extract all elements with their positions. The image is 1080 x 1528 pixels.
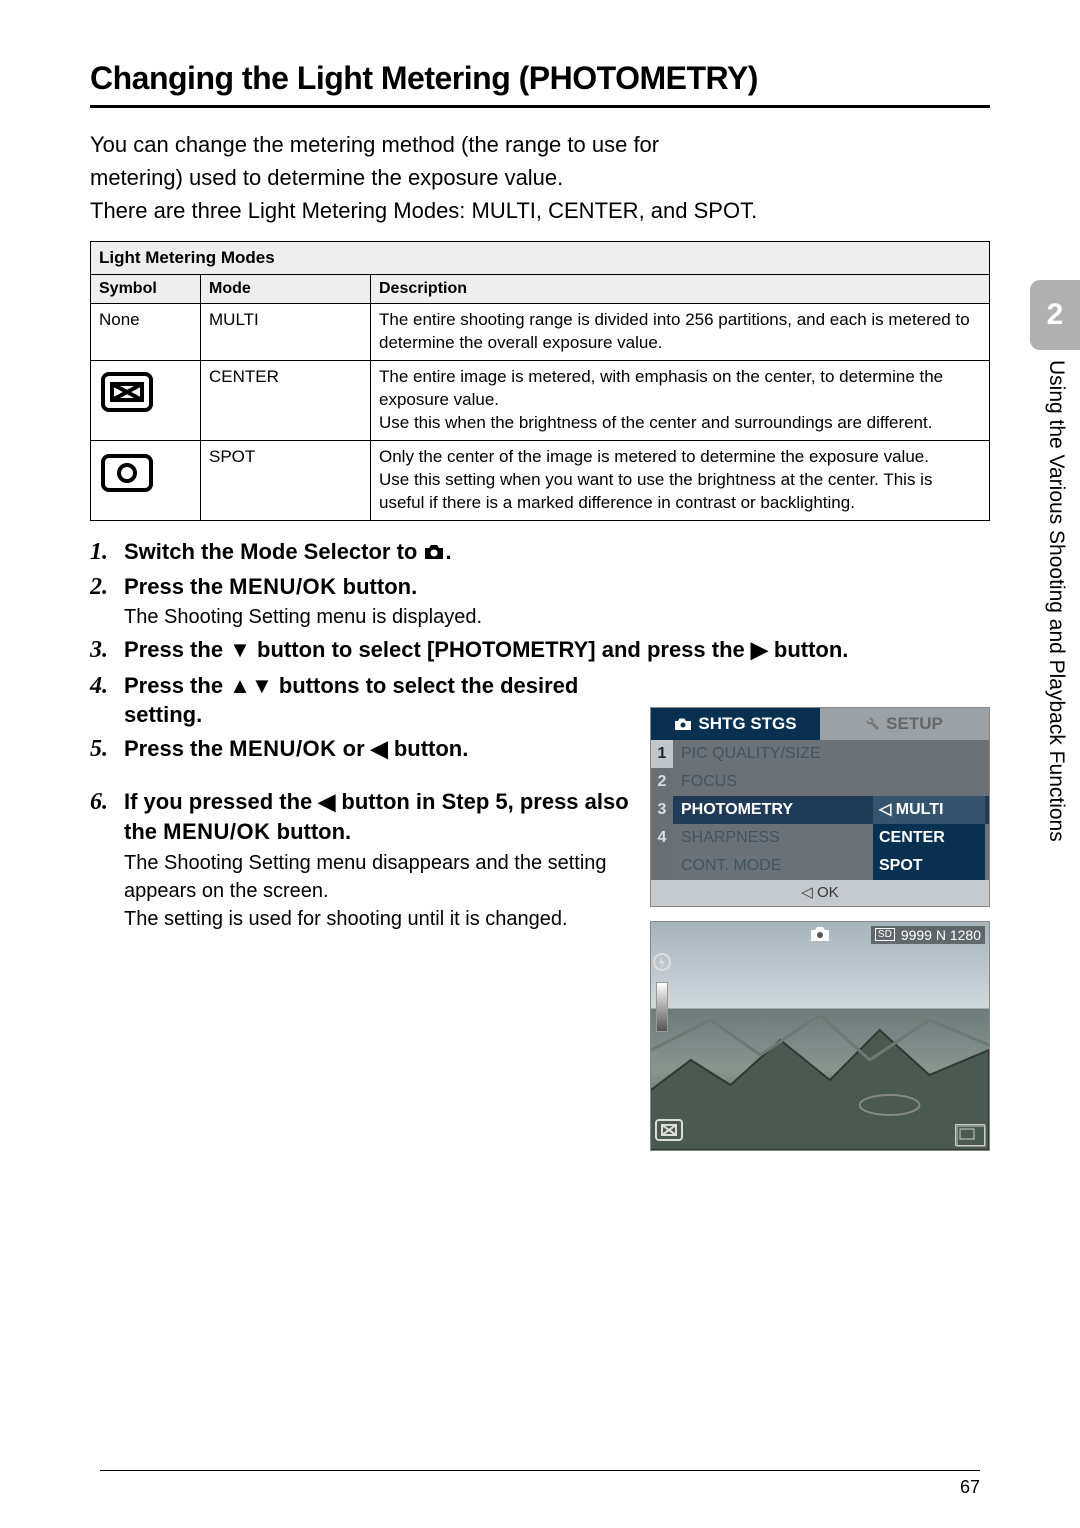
desc-cell: Only the center of the image is metered … (371, 440, 990, 520)
table-row: SPOT Only the center of the image is met… (91, 440, 990, 520)
col-description: Description (371, 275, 990, 304)
col-symbol: Symbol (91, 275, 201, 304)
option-popup: ◁ MULTI CENTER SPOT (873, 796, 985, 880)
shooting-settings-tab: SHTG STGS (651, 708, 820, 740)
camera-mode-icon (809, 926, 831, 947)
step-6: 6. If you pressed the ◀ button in Step 5… (90, 787, 630, 932)
step-2: 2. Press the MENU/OK button. The Shootin… (90, 572, 990, 632)
tab-label: SHTG STGS (698, 714, 796, 734)
row-num: 2 (651, 768, 673, 796)
step-3: 3. Press the ▼ button to select [PHOTOME… (90, 635, 990, 666)
step-number: 5. (90, 734, 124, 765)
center-metering-icon (91, 360, 201, 440)
lcd-preview-screenshot: SD 9999 N 1280 (650, 921, 990, 1151)
chapter-sidebar: 2 Using the Various Shooting and Playbac… (1030, 280, 1080, 1160)
step-heading: Press the MENU/OK button. (124, 572, 990, 602)
intro-line: You can change the metering method (the … (90, 132, 659, 157)
step-heading: Switch the Mode Selector to . (124, 537, 990, 567)
step-heading: If you pressed the ◀ button in Step 5, p… (124, 787, 630, 846)
option-item: SPOT (873, 852, 985, 880)
step-5: 5. Press the MENU/OK or ◀ button. (90, 734, 630, 765)
ok-bar: ◁ OK (651, 880, 989, 906)
sd-card-icon: SD (875, 928, 895, 941)
row-num: 1 (651, 740, 673, 768)
table-row: CENTER The entire image is metered, with… (91, 360, 990, 440)
col-mode: Mode (201, 275, 371, 304)
row-label: FOCUS (673, 768, 989, 796)
preview-counter: 9999 N 1280 (901, 927, 981, 943)
row-num (651, 852, 673, 880)
page-title: Changing the Light Metering (PHOTOMETRY) (90, 60, 990, 108)
preview-left-icons (651, 952, 673, 1032)
step-heading: Press the MENU/OK or ◀ button. (124, 734, 630, 764)
desc-cell: The entire shooting range is divided int… (371, 304, 990, 361)
zoom-bar-icon (656, 982, 668, 1032)
row-label: PIC QUALITY/SIZE (673, 740, 989, 768)
step-4: 4. Press the ▲▼ buttons to select the de… (90, 671, 630, 730)
step-subtext: The Shooting Setting menu is displayed. (124, 603, 990, 631)
setup-tab: SETUP (820, 708, 989, 740)
chapter-number-tab: 2 (1030, 280, 1080, 350)
lcd-menu-screenshot: SHTG STGS SETUP 1PIC QUALITY/SIZE 2FOCUS… (650, 707, 990, 907)
mode-cell: MULTI (201, 304, 371, 361)
camera-icon (423, 543, 445, 561)
mode-cell: CENTER (201, 360, 371, 440)
step-heading: Press the ▼ button to select [PHOTOMETRY… (124, 635, 990, 665)
flash-icon (652, 952, 672, 972)
option-item: CENTER (873, 824, 985, 852)
table-row: None MULTI The entire shooting range is … (91, 304, 990, 361)
landscape-illustration (651, 921, 989, 1150)
table-caption: Light Metering Modes (90, 241, 990, 274)
intro-line: There are three Light Metering Modes: MU… (90, 198, 757, 223)
symbol-none: None (91, 304, 201, 361)
step-number: 2. (90, 572, 124, 632)
page-number: 67 (100, 1470, 980, 1498)
mode-cell: SPOT (201, 440, 371, 520)
camera-icon (674, 717, 692, 731)
image-size-indicator-icon (955, 1124, 985, 1146)
tab-label: SETUP (886, 714, 943, 734)
row-num: 3 (651, 796, 673, 824)
chapter-title: Using the Various Shooting and Playback … (1044, 360, 1068, 1060)
step-heading: Press the ▲▼ buttons to select the desir… (124, 671, 630, 730)
intro-line: metering) used to determine the exposure… (90, 165, 563, 190)
step-number: 3. (90, 635, 124, 666)
intro-text: You can change the metering method (the … (90, 128, 990, 227)
step-number: 1. (90, 537, 124, 568)
desc-cell: The entire image is metered, with emphas… (371, 360, 990, 440)
metering-mode-indicator-icon (655, 1119, 683, 1146)
step-1: 1. Switch the Mode Selector to . (90, 537, 990, 568)
metering-modes-table: Light Metering Modes Symbol Mode Descrip… (90, 241, 990, 521)
step-number: 6. (90, 787, 124, 932)
wrench-icon (866, 717, 882, 731)
option-item: ◁ MULTI (873, 796, 985, 824)
row-num: 4 (651, 824, 673, 852)
spot-metering-icon (91, 440, 201, 520)
steps-list: 1. Switch the Mode Selector to . 2. Pres… (90, 537, 990, 933)
step-number: 4. (90, 671, 124, 730)
preview-info-bar: SD 9999 N 1280 (871, 926, 985, 944)
example-screens: SHTG STGS SETUP 1PIC QUALITY/SIZE 2FOCUS… (650, 707, 990, 1151)
step-subtext: The Shooting Setting menu disappears and… (124, 849, 630, 933)
